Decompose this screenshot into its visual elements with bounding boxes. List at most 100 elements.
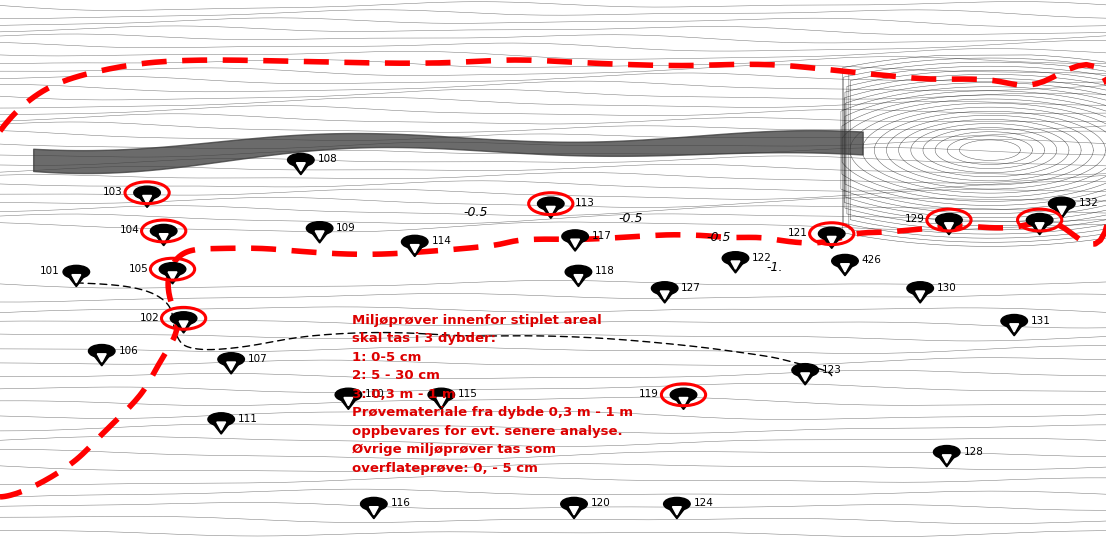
Polygon shape	[1053, 207, 1071, 218]
Polygon shape	[656, 292, 674, 303]
Polygon shape	[823, 237, 841, 248]
Polygon shape	[679, 397, 688, 406]
Polygon shape	[836, 264, 854, 276]
Polygon shape	[227, 362, 236, 370]
Polygon shape	[940, 223, 958, 235]
Polygon shape	[570, 507, 578, 515]
Circle shape	[818, 227, 845, 240]
Polygon shape	[292, 163, 310, 175]
Text: 103: 103	[103, 187, 123, 197]
Circle shape	[428, 388, 455, 401]
Text: 128: 128	[963, 447, 983, 456]
Polygon shape	[574, 275, 583, 283]
Polygon shape	[296, 163, 305, 171]
Polygon shape	[542, 207, 560, 218]
Polygon shape	[727, 262, 744, 273]
Polygon shape	[93, 354, 111, 366]
Polygon shape	[168, 272, 177, 280]
Polygon shape	[546, 206, 555, 215]
Text: 127: 127	[681, 283, 701, 293]
Circle shape	[1048, 197, 1075, 210]
Text: 115: 115	[458, 389, 478, 399]
Circle shape	[1026, 213, 1053, 227]
Polygon shape	[365, 507, 383, 519]
Polygon shape	[801, 373, 810, 381]
Text: 117: 117	[592, 231, 612, 241]
Polygon shape	[672, 507, 681, 515]
Polygon shape	[410, 245, 419, 253]
Text: 101: 101	[40, 266, 60, 276]
Circle shape	[218, 353, 244, 366]
Polygon shape	[945, 223, 953, 231]
Polygon shape	[432, 398, 450, 410]
Polygon shape	[660, 291, 669, 299]
Text: 107: 107	[248, 354, 268, 364]
Polygon shape	[565, 507, 583, 519]
Text: 105: 105	[128, 264, 148, 274]
Circle shape	[651, 282, 678, 295]
Circle shape	[670, 388, 697, 401]
Polygon shape	[179, 321, 188, 329]
Circle shape	[792, 364, 818, 377]
Polygon shape	[212, 423, 230, 434]
Polygon shape	[1005, 324, 1023, 336]
Text: -0.5: -0.5	[707, 231, 731, 244]
Text: -0.5: -0.5	[463, 206, 488, 219]
Circle shape	[562, 230, 588, 243]
Text: 111: 111	[238, 414, 258, 424]
Text: 119: 119	[639, 389, 659, 399]
Polygon shape	[143, 195, 152, 204]
Circle shape	[664, 497, 690, 511]
Text: 132: 132	[1078, 198, 1098, 208]
Text: 116: 116	[390, 498, 410, 508]
Text: 129: 129	[905, 215, 925, 224]
Text: 108: 108	[317, 155, 337, 164]
Polygon shape	[67, 275, 85, 287]
Polygon shape	[217, 422, 226, 430]
Text: 109: 109	[336, 223, 356, 233]
Polygon shape	[159, 234, 168, 242]
Circle shape	[170, 312, 197, 325]
Text: 114: 114	[431, 236, 451, 246]
Text: 120: 120	[591, 498, 611, 508]
Polygon shape	[1010, 324, 1019, 332]
Circle shape	[401, 235, 428, 248]
Polygon shape	[97, 354, 106, 362]
Polygon shape	[222, 363, 240, 374]
Polygon shape	[1031, 223, 1048, 235]
Circle shape	[1001, 314, 1027, 328]
Polygon shape	[138, 196, 156, 207]
Polygon shape	[1035, 223, 1044, 231]
Text: 106: 106	[118, 346, 138, 355]
Circle shape	[907, 282, 933, 295]
Circle shape	[361, 497, 387, 511]
Text: 130: 130	[937, 283, 957, 293]
Polygon shape	[570, 275, 587, 287]
Circle shape	[561, 497, 587, 511]
Polygon shape	[566, 240, 584, 251]
Text: 104: 104	[119, 225, 139, 235]
Text: 121: 121	[787, 228, 807, 238]
Text: 122: 122	[752, 253, 772, 263]
Polygon shape	[164, 272, 181, 284]
Polygon shape	[437, 397, 446, 406]
Circle shape	[208, 413, 234, 426]
Text: 118: 118	[595, 266, 615, 276]
Text: 124: 124	[693, 498, 713, 508]
Text: -0.5: -0.5	[618, 212, 643, 225]
Polygon shape	[1057, 206, 1066, 215]
Polygon shape	[796, 373, 814, 385]
Circle shape	[159, 263, 186, 276]
Polygon shape	[675, 398, 692, 410]
Circle shape	[134, 186, 160, 199]
Polygon shape	[841, 264, 849, 272]
Text: 123: 123	[822, 365, 842, 375]
Circle shape	[88, 345, 115, 358]
Polygon shape	[155, 234, 173, 246]
Circle shape	[306, 222, 333, 235]
Circle shape	[936, 213, 962, 227]
Text: -1.: -1.	[766, 261, 782, 274]
Circle shape	[150, 224, 177, 238]
Circle shape	[565, 265, 592, 278]
Polygon shape	[938, 455, 956, 467]
